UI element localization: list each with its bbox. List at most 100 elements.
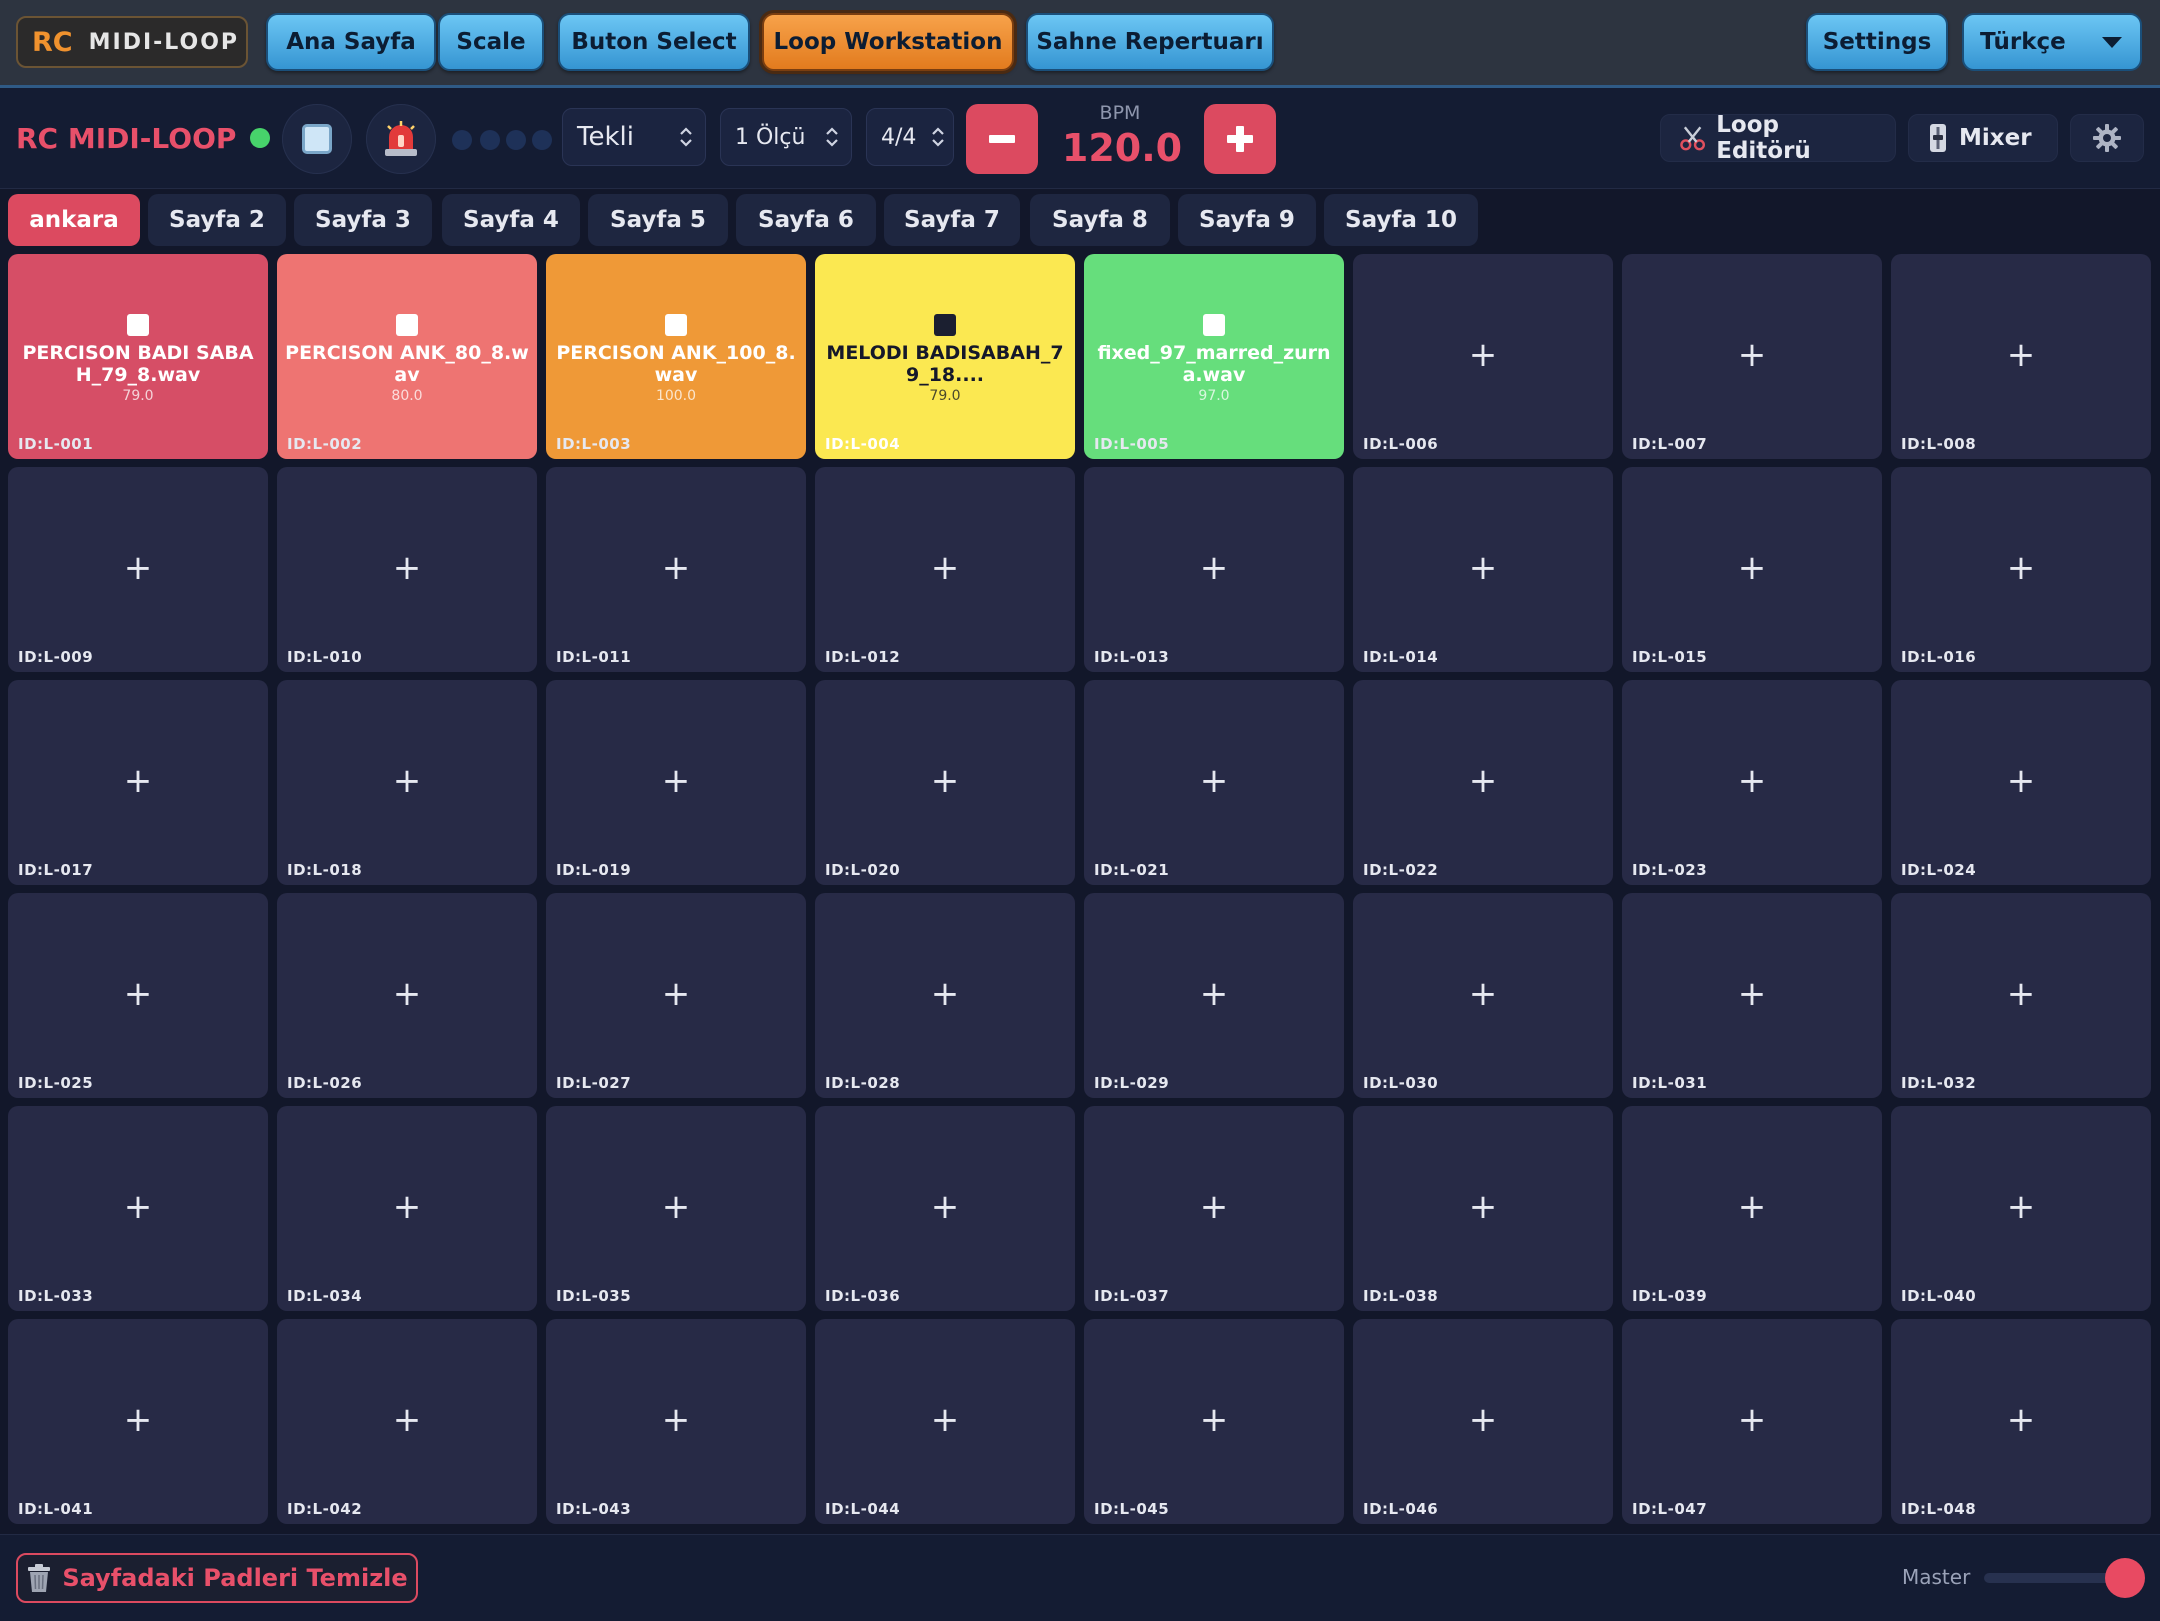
tab-sayfa-9[interactable]: Sayfa 9 [1178,194,1316,246]
add-sample-icon: + [2006,548,2036,588]
loop-pad[interactable]: + ID:L-023 [1622,680,1882,885]
loop-pad[interactable]: + ID:L-027 [546,893,806,1098]
bpm-decrease-button[interactable] [966,104,1038,174]
loop-pad[interactable]: + ID:L-037 [1084,1106,1344,1311]
add-sample-icon: + [930,974,960,1014]
pad-id: ID:L-040 [1901,1287,1977,1305]
pad-sample-name: PERCISON ANK_100_8.wav [556,342,796,386]
tab-sayfa-2[interactable]: Sayfa 2 [148,194,286,246]
nav-ana-sayfa[interactable]: Ana Sayfa [266,13,436,71]
settings-button[interactable]: Settings [1806,13,1948,71]
pad-id: ID:L-012 [825,648,901,666]
loop-pad[interactable]: + ID:L-047 [1622,1319,1882,1524]
loop-pad[interactable]: + ID:L-024 [1891,680,2151,885]
settings-gear-button[interactable] [2070,114,2144,162]
loop-pad[interactable]: + ID:L-043 [546,1319,806,1524]
loop-pad[interactable]: + ID:L-041 [8,1319,268,1524]
loop-pad[interactable]: + ID:L-040 [1891,1106,2151,1311]
loop-pad[interactable]: + ID:L-020 [815,680,1075,885]
language-select[interactable]: Türkçe [1962,13,2142,71]
loop-pad[interactable]: + ID:L-032 [1891,893,2151,1098]
loop-pad[interactable]: + ID:L-036 [815,1106,1075,1311]
loop-pad[interactable]: + ID:L-034 [277,1106,537,1311]
loop-pad[interactable]: + ID:L-030 [1353,893,1613,1098]
master-volume-slider[interactable] [1984,1558,2145,1598]
loop-pad[interactable]: + ID:L-025 [8,893,268,1098]
beat-indicator-2 [480,130,500,150]
loop-pad[interactable]: fixed_97_marred_zurna.wav 97.0 ID:L-005 [1084,254,1344,459]
loop-pad[interactable]: + ID:L-015 [1622,467,1882,672]
loop-pad[interactable]: MELODI BADISABAH_79_18.... 79.0 ID:L-004 [815,254,1075,459]
mixer-button[interactable]: Mixer [1908,114,2058,162]
pad-stop-icon[interactable] [127,314,149,336]
tab-ankara[interactable]: ankara [8,194,140,246]
pad-stop-icon[interactable] [934,314,956,336]
app-logo: RC MIDI-LOOP [16,16,248,68]
loop-pad[interactable]: PERCISON BADI SABAH_79_8.wav 79.0 ID:L-001 [8,254,268,459]
measure-select[interactable]: 1 Ölçü [720,108,852,166]
loop-pad[interactable]: + ID:L-008 [1891,254,2151,459]
tab-sayfa-8[interactable]: Sayfa 8 [1030,194,1170,246]
loop-pad[interactable]: + ID:L-011 [546,467,806,672]
pad-id: ID:L-042 [287,1500,363,1518]
panic-button[interactable] [366,104,436,174]
loop-pad[interactable]: + ID:L-033 [8,1106,268,1311]
loop-pad[interactable]: + ID:L-021 [1084,680,1344,885]
loop-pad[interactable]: + ID:L-028 [815,893,1075,1098]
tab-sayfa-5[interactable]: Sayfa 5 [588,194,728,246]
tab-sayfa-6[interactable]: Sayfa 6 [736,194,876,246]
stop-button[interactable] [282,104,352,174]
nav-loop-workstation[interactable]: Loop Workstation [762,13,1014,71]
pad-id: ID:L-027 [556,1074,632,1092]
loop-pad[interactable]: + ID:L-039 [1622,1106,1882,1311]
loop-pad[interactable]: + ID:L-007 [1622,254,1882,459]
loop-pad[interactable]: + ID:L-035 [546,1106,806,1311]
loop-pad[interactable]: + ID:L-018 [277,680,537,885]
loop-pad[interactable]: + ID:L-022 [1353,680,1613,885]
loop-pad[interactable]: + ID:L-026 [277,893,537,1098]
loop-pad[interactable]: + ID:L-046 [1353,1319,1613,1524]
tab-sayfa-4[interactable]: Sayfa 4 [442,194,580,246]
loop-pad[interactable]: + ID:L-045 [1084,1319,1344,1524]
time-signature-select[interactable]: 4/4 [866,108,954,166]
nav-buton-select[interactable]: Buton Select [558,13,750,71]
add-sample-icon: + [392,761,422,801]
loop-pad[interactable]: + ID:L-010 [277,467,537,672]
updown-chevron-icon [826,127,838,147]
loop-pad[interactable]: + ID:L-012 [815,467,1075,672]
loop-pad[interactable]: + ID:L-016 [1891,467,2151,672]
pad-stop-icon[interactable] [1203,314,1225,336]
pad-stop-icon[interactable] [396,314,418,336]
pad-id: ID:L-029 [1094,1074,1170,1092]
loop-pad[interactable]: + ID:L-017 [8,680,268,885]
loop-pad[interactable]: + ID:L-006 [1353,254,1613,459]
mode-select[interactable]: Tekli [562,108,706,166]
loop-pad[interactable]: + ID:L-014 [1353,467,1613,672]
loop-pad[interactable]: + ID:L-009 [8,467,268,672]
tab-sayfa-7[interactable]: Sayfa 7 [884,194,1020,246]
master-volume-knob[interactable] [2104,1558,2145,1598]
loop-pad[interactable]: + ID:L-042 [277,1319,537,1524]
trash-icon [28,1564,51,1592]
tab-sayfa-3[interactable]: Sayfa 3 [294,194,432,246]
nav-sahne-repertuari[interactable]: Sahne Repertuarı [1026,13,1274,71]
add-sample-icon: + [2006,974,2036,1014]
loop-pad[interactable]: + ID:L-029 [1084,893,1344,1098]
loop-pad[interactable]: + ID:L-013 [1084,467,1344,672]
nav-scale[interactable]: Scale [438,13,544,71]
add-sample-icon: + [1737,548,1767,588]
loop-pad[interactable]: + ID:L-038 [1353,1106,1613,1311]
loop-pad[interactable]: + ID:L-019 [546,680,806,885]
loop-editor-button[interactable]: Loop Editörü [1660,112,1896,164]
bpm-increase-button[interactable] [1204,104,1276,174]
clear-page-pads-button[interactable]: Sayfadaki Padleri Temizle [16,1553,418,1603]
loop-pad[interactable]: PERCISON ANK_100_8.wav 100.0 ID:L-003 [546,254,806,459]
tab-sayfa-10[interactable]: Sayfa 10 [1324,194,1478,246]
loop-pad[interactable]: + ID:L-031 [1622,893,1882,1098]
pad-stop-icon[interactable] [665,314,687,336]
loop-pad[interactable]: + ID:L-044 [815,1319,1075,1524]
loop-pad[interactable]: PERCISON ANK_80_8.wav 80.0 ID:L-002 [277,254,537,459]
bpm-label: BPM [1099,102,1141,124]
add-sample-icon: + [1199,974,1229,1014]
loop-pad[interactable]: + ID:L-048 [1891,1319,2151,1524]
